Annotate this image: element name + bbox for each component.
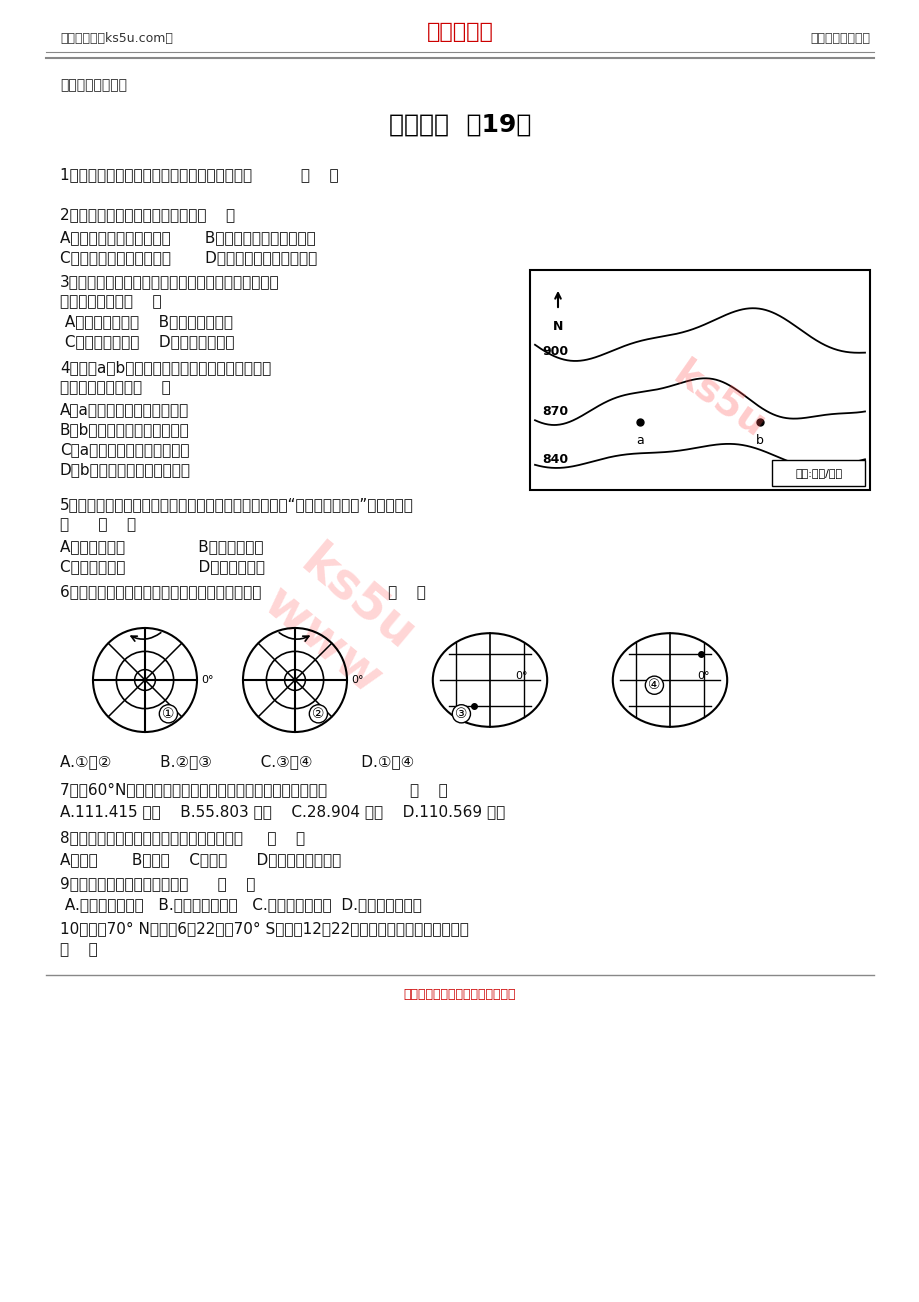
Text: 9．地球绕日公转位于近日点时      （    ）: 9．地球绕日公转位于近日点时 （ ） — [60, 876, 255, 892]
Text: 0°: 0° — [351, 674, 363, 685]
Text: 900: 900 — [541, 345, 568, 358]
Text: 地区大部分位于（    ）: 地区大部分位于（ ） — [60, 294, 162, 310]
Text: 0°: 0° — [200, 674, 213, 685]
Text: 10．造成70° N纬线上6月22日比70° S纬线上12月22日太阳辐射量小的主要原因是: 10．造成70° N纬线上6月22日比70° S纬线上12月22日太阳辐射量小的… — [60, 922, 469, 936]
Text: A．地球自转的线速度相同       B．地球自转的角速度相同: A．地球自转的线速度相同 B．地球自转的角速度相同 — [60, 230, 315, 246]
Text: C．南半球中纬度    D．南半球低纬度: C．南半球中纬度 D．南半球低纬度 — [60, 335, 234, 349]
Text: 地理精练  （19）: 地理精练 （19） — [389, 113, 530, 137]
Text: C．地球公转的线速度相同       D．地球公转的角速度相同: C．地球公转的线速度相同 D．地球公转的角速度相同 — [60, 250, 317, 266]
Text: 1．下列四幅图中能正确表示地球自转方向的是          （    ）: 1．下列四幅图中能正确表示地球自转方向的是 （ ） — [60, 168, 338, 182]
Text: 8．下列几个地点中，地球自转速度最大的是     （    ）: 8．下列几个地点中，地球自转速度最大的是 （ ） — [60, 831, 305, 845]
Text: 您身边的高考专家: 您身边的高考专家 — [809, 31, 869, 44]
Text: 6．在下列的四幅图中，经纬度位置相同的两点是                          （    ）: 6．在下列的四幅图中，经纬度位置相同的两点是 （ ） — [60, 585, 425, 599]
Text: 单位:千米/小时: 单位:千米/小时 — [795, 467, 842, 478]
Text: A.①和②          B.②和③          C.③和④          D.①和④: A.①和② B.②和③ C.③和④ D.①和④ — [60, 754, 414, 769]
Text: 高考资源网版权所有，侵权必究！: 高考资源网版权所有，侵权必究！ — [403, 988, 516, 1001]
Text: 明显不同，原因是（    ）: 明显不同，原因是（ ） — [60, 380, 171, 396]
Text: 0°: 0° — [515, 671, 527, 681]
Text: 7．在60°N处相距一个经度的两个地点的实地距离最有可能是                 （    ）: 7．在60°N处相距一个经度的两个地点的实地距离最有可能是 （ ） — [60, 783, 448, 798]
Text: 2．发射到宇宙中的同步卡星应与（    ）: 2．发射到宇宙中的同步卡星应与（ ） — [60, 207, 235, 223]
Text: B．b点地势低，自转线速度大: B．b点地势低，自转线速度大 — [60, 423, 189, 437]
Text: A.公转线速度较快   B.公转角速度较慢   C.北半球进入夏季  D.南半球进入冬季: A.公转线速度较快 B.公转角速度较慢 C.北半球进入夏季 D.南半球进入冬季 — [60, 897, 422, 913]
Text: ks5u: ks5u — [666, 354, 773, 445]
Text: C．大于太阳日               D．小于太阳日: C．大于太阳日 D．小于太阳日 — [60, 560, 265, 574]
Text: ②: ② — [312, 707, 324, 721]
Text: A．等于恒星日               B．等于太阳日: A．等于恒星日 B．等于太阳日 — [60, 539, 263, 555]
Text: ④: ④ — [648, 678, 660, 693]
Text: D．b点地势高，自转线速度大: D．b点地势高，自转线速度大 — [60, 462, 191, 478]
Text: C．a点地势低，自转线速度大: C．a点地势低，自转线速度大 — [60, 443, 189, 457]
Text: 840: 840 — [541, 453, 568, 466]
Text: 870: 870 — [541, 405, 568, 418]
Text: 地理基础知识复习: 地理基础知识复习 — [60, 78, 127, 92]
Text: A．a点地势高，自转线速度大: A．a点地势高，自转线速度大 — [60, 402, 189, 418]
Text: 是      （    ）: 是 （ ） — [60, 517, 136, 533]
Text: A.111.415 千米    B.55.803 千米    C.28.904 千米    D.110.569 千米: A.111.415 千米 B.55.803 千米 C.28.904 千米 D.1… — [60, 805, 505, 819]
Bar — [771, 460, 864, 486]
Text: 3．右图为地球某区域自转线速度的分布图，图中所示: 3．右图为地球某区域自转线速度的分布图，图中所示 — [60, 275, 279, 289]
Text: b: b — [755, 434, 763, 447]
Text: 4．图中a、b两点纬度相同，但地球自转的线速度: 4．图中a、b两点纬度相同，但地球自转的线速度 — [60, 361, 271, 375]
Text: 高考资源网: 高考资源网 — [426, 22, 493, 42]
Text: A．北京       B．上海    C．拉萨      D．喜马拉雅山山顶: A．北京 B．上海 C．拉萨 D．喜马拉雅山山顶 — [60, 853, 341, 867]
Text: 0°: 0° — [697, 671, 709, 681]
Text: ①: ① — [162, 707, 175, 721]
Text: 高考资源网（ks5u.com）: 高考资源网（ks5u.com） — [60, 31, 173, 44]
Text: ks5u
www: ks5u www — [254, 535, 426, 704]
Text: （    ）: （ ） — [60, 943, 97, 957]
Text: N: N — [552, 320, 562, 333]
Text: a: a — [635, 434, 643, 447]
Text: 5．某人从旧金山乘船去上海，他在甲板上观察到的，从“正午到次日正午”的时间间隔: 5．某人从旧金山乘船去上海，他在甲板上观察到的，从“正午到次日正午”的时间间隔 — [60, 497, 414, 513]
Text: A．北半球中纬度    B．北半球低纬度: A．北半球中纬度 B．北半球低纬度 — [60, 315, 233, 329]
Text: ③: ③ — [455, 707, 467, 721]
Bar — [529, 270, 869, 490]
